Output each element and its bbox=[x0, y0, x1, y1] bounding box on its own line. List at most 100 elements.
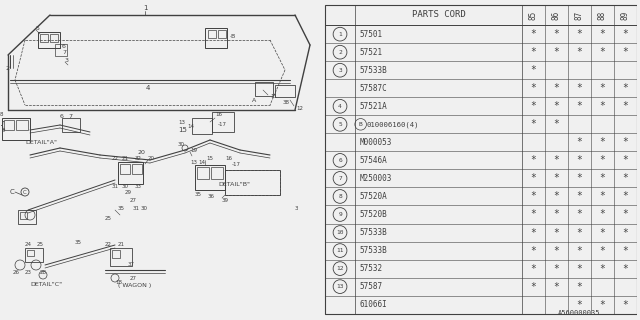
Text: *: * bbox=[577, 173, 582, 183]
Text: 010006160(4): 010006160(4) bbox=[367, 121, 419, 128]
Bar bbox=[40, 34, 48, 42]
Bar bbox=[212, 112, 234, 132]
Text: 23: 23 bbox=[25, 269, 32, 275]
Text: *: * bbox=[531, 47, 536, 57]
Text: 6: 6 bbox=[62, 44, 66, 49]
Bar bbox=[16, 120, 28, 130]
Text: 2: 2 bbox=[5, 66, 9, 70]
Text: *: * bbox=[577, 245, 582, 256]
Bar bbox=[20, 212, 27, 219]
Bar bbox=[50, 34, 58, 42]
Bar bbox=[225, 170, 280, 195]
Text: *: * bbox=[577, 83, 582, 93]
Text: 30: 30 bbox=[141, 205, 148, 211]
Bar bbox=[27, 250, 34, 256]
Text: 35: 35 bbox=[118, 205, 125, 211]
Text: 20: 20 bbox=[138, 150, 146, 156]
Text: *: * bbox=[554, 210, 559, 220]
Bar bbox=[255, 82, 273, 96]
Text: *: * bbox=[531, 83, 536, 93]
Text: *: * bbox=[577, 47, 582, 57]
Text: B: B bbox=[359, 122, 362, 127]
Text: 21: 21 bbox=[118, 243, 125, 247]
Text: *: * bbox=[577, 282, 582, 292]
Text: 5: 5 bbox=[338, 122, 342, 127]
Text: 31: 31 bbox=[133, 205, 140, 211]
Text: 8: 8 bbox=[338, 194, 342, 199]
Text: 32: 32 bbox=[135, 156, 142, 161]
Text: 29: 29 bbox=[125, 190, 132, 196]
Text: *: * bbox=[554, 228, 559, 237]
Text: 21: 21 bbox=[122, 156, 129, 161]
Text: 25: 25 bbox=[105, 215, 112, 220]
Text: 30: 30 bbox=[178, 142, 185, 148]
Text: 7: 7 bbox=[62, 50, 66, 54]
Text: *: * bbox=[554, 245, 559, 256]
Text: 57533B: 57533B bbox=[360, 228, 387, 237]
Text: A: A bbox=[252, 98, 256, 102]
Text: *: * bbox=[600, 29, 605, 39]
Text: *: * bbox=[577, 228, 582, 237]
Text: 7: 7 bbox=[338, 176, 342, 181]
Text: 8: 8 bbox=[0, 113, 3, 117]
Text: {: { bbox=[0, 121, 5, 130]
Text: 16: 16 bbox=[225, 156, 232, 161]
Text: 57501: 57501 bbox=[360, 30, 383, 39]
Text: *: * bbox=[577, 137, 582, 147]
Text: *: * bbox=[577, 300, 582, 310]
Bar bbox=[62, 118, 80, 132]
Text: 28: 28 bbox=[40, 269, 47, 275]
Text: *: * bbox=[600, 300, 605, 310]
Text: *: * bbox=[622, 47, 628, 57]
Text: *: * bbox=[622, 101, 628, 111]
Bar bbox=[112, 250, 120, 258]
Text: 10: 10 bbox=[336, 230, 344, 235]
Text: 2: 2 bbox=[338, 50, 342, 55]
Text: 24: 24 bbox=[25, 242, 32, 246]
Text: DETAIL"C": DETAIL"C" bbox=[30, 283, 62, 287]
Text: 13: 13 bbox=[336, 284, 344, 289]
Text: 25: 25 bbox=[37, 242, 44, 246]
Text: 57521A: 57521A bbox=[360, 102, 387, 111]
Text: *: * bbox=[531, 191, 536, 202]
Text: *: * bbox=[622, 264, 628, 274]
Text: DETAIL"B": DETAIL"B" bbox=[218, 182, 250, 188]
Text: *: * bbox=[577, 210, 582, 220]
Text: 3: 3 bbox=[338, 68, 342, 73]
Text: 6: 6 bbox=[338, 158, 342, 163]
Bar bbox=[192, 118, 212, 134]
Text: 33: 33 bbox=[135, 183, 142, 188]
Text: 6: 6 bbox=[60, 114, 64, 118]
Text: *: * bbox=[531, 156, 536, 165]
Text: 86: 86 bbox=[552, 10, 561, 20]
Text: *: * bbox=[622, 300, 628, 310]
Text: A560000035: A560000035 bbox=[558, 310, 600, 316]
Text: 4: 4 bbox=[338, 104, 342, 109]
Text: *: * bbox=[531, 210, 536, 220]
Text: 22: 22 bbox=[105, 243, 112, 247]
Text: *: * bbox=[600, 210, 605, 220]
Text: 57520B: 57520B bbox=[360, 210, 387, 219]
Bar bbox=[205, 28, 227, 48]
Text: M250003: M250003 bbox=[360, 174, 392, 183]
Text: *: * bbox=[577, 29, 582, 39]
Bar bbox=[55, 44, 67, 56]
Text: *: * bbox=[622, 83, 628, 93]
Text: *: * bbox=[600, 101, 605, 111]
Text: C: C bbox=[10, 189, 15, 195]
Bar bbox=[2, 118, 30, 140]
Bar bbox=[195, 165, 225, 190]
Text: 35: 35 bbox=[75, 239, 82, 244]
Text: 57521: 57521 bbox=[360, 48, 383, 57]
Text: 7: 7 bbox=[68, 114, 72, 118]
Text: *: * bbox=[531, 228, 536, 237]
Text: 12: 12 bbox=[336, 266, 344, 271]
Text: 39: 39 bbox=[222, 197, 229, 203]
Text: 12: 12 bbox=[296, 106, 303, 110]
Text: 57532: 57532 bbox=[360, 264, 383, 273]
Text: 5: 5 bbox=[36, 27, 40, 31]
Text: *: * bbox=[554, 29, 559, 39]
Text: *: * bbox=[531, 173, 536, 183]
Text: 13: 13 bbox=[190, 161, 197, 165]
Text: 3: 3 bbox=[295, 205, 298, 211]
